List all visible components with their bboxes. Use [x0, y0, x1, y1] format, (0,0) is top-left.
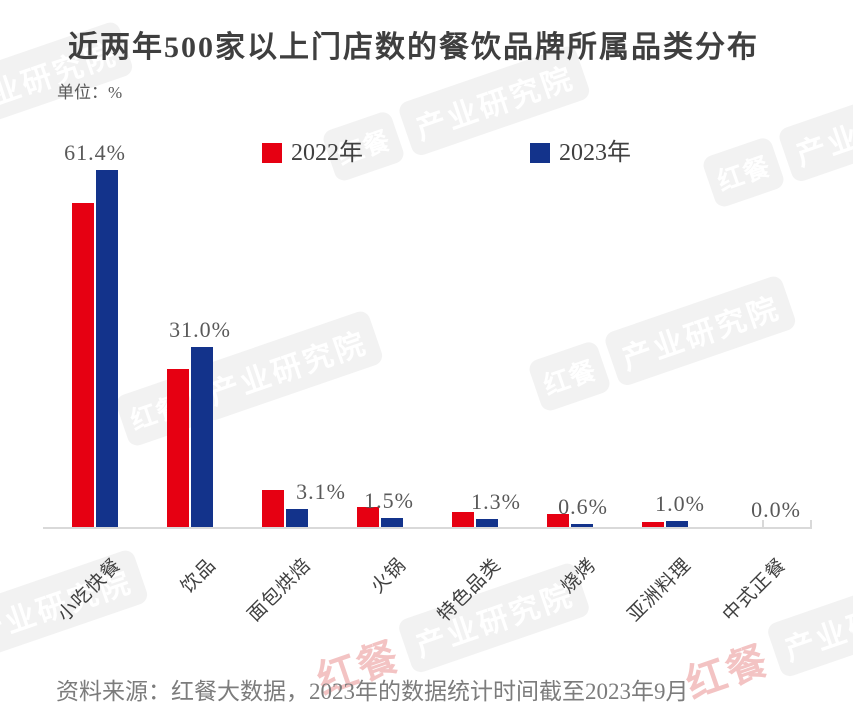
bar-2023: [96, 170, 118, 527]
axis-tick: [762, 520, 764, 527]
value-label: 61.4%: [64, 140, 126, 166]
category-label: 中式正餐: [718, 554, 791, 626]
bar-2022: [642, 522, 664, 527]
bar-2022: [547, 514, 569, 527]
bar-2022: [72, 203, 94, 527]
category-label: 火锅: [367, 554, 411, 598]
chart-title: 近两年500家以上门店数的餐饮品牌所属品类分布: [68, 31, 759, 64]
legend-swatch-2022: [262, 143, 282, 163]
bar-2023: [286, 508, 308, 527]
value-label: 0.6%: [558, 493, 608, 519]
bar-2023: [191, 346, 213, 527]
value-label: 1.5%: [364, 488, 414, 514]
source-note: 资料来源：红餐大数据，2023年的数据统计时间截至2023年9月: [56, 679, 689, 704]
category-label: 亚洲料理: [623, 554, 696, 626]
value-label: 1.3%: [471, 489, 521, 515]
legend-item-2022: 2022年: [262, 141, 363, 165]
category-label: 烧烤: [557, 554, 601, 598]
x-axis-line: [43, 527, 812, 529]
axis-tick: [810, 520, 812, 527]
legend-swatch-2023: [530, 143, 550, 163]
category-label: 饮品: [177, 554, 221, 598]
bar-2023: [476, 519, 498, 527]
bar-2022: [452, 512, 474, 527]
category-label: 面包烘焙: [243, 554, 316, 626]
value-label: 3.1%: [296, 478, 346, 504]
category-label: 特色品类: [433, 554, 506, 626]
bar-2022: [357, 506, 379, 527]
value-label: 1.0%: [655, 491, 705, 517]
value-label: 31.0%: [169, 316, 231, 342]
category-label: 小吃快餐: [53, 554, 126, 626]
legend-label-2023: 2023年: [559, 140, 631, 166]
unit-label: 单位：%: [57, 83, 123, 102]
bar-2023: [381, 518, 403, 527]
bar-2022: [167, 368, 189, 527]
legend-label-2022: 2022年: [291, 140, 363, 166]
value-label: 0.0%: [751, 497, 801, 522]
bar-2022: [262, 489, 284, 527]
legend-item-2023: 2023年: [530, 141, 631, 165]
bar-2023: [571, 523, 593, 527]
bar-2023: [666, 521, 688, 527]
